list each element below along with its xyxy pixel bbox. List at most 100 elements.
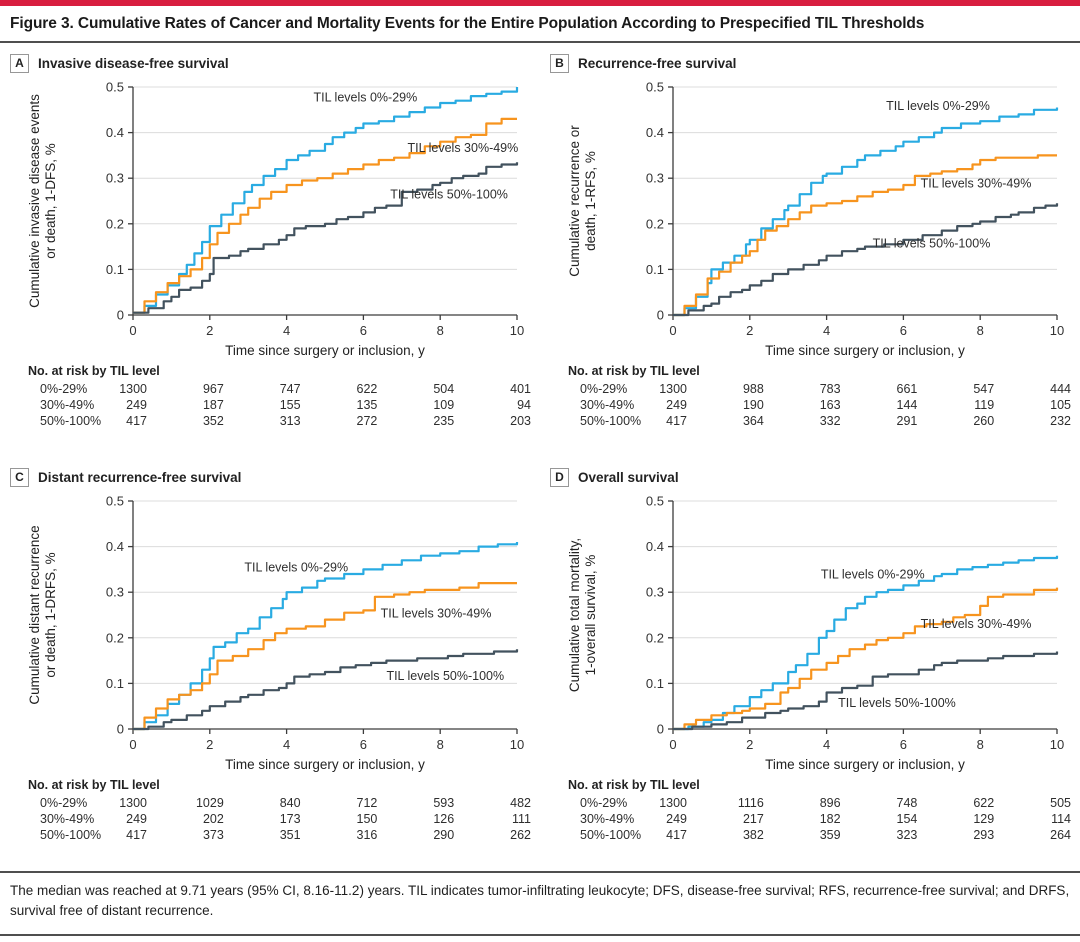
x-tick-label: 6 (900, 737, 907, 752)
panel-c-letter-badge: C (10, 467, 29, 487)
x-tick-label: 10 (510, 737, 524, 752)
y-tick-label: 0.5 (106, 80, 124, 95)
x-tick-label: 6 (360, 737, 367, 752)
at-risk-count: 593 (433, 796, 454, 810)
curve-til_50_100 (673, 651, 1059, 731)
panel-a-plot: 0 0.1 0.2 0.3 0.4 0.5 0 2 4 6 8 10 TIL levels 0%-29%… (27, 80, 531, 429)
panel-a-chart: 0 0.1 0.2 0.3 0.4 0.5 0 2 4 6 8 10 TIL levels 0%-29%… (0, 77, 540, 457)
y-tick-label: 0.4 (106, 539, 124, 554)
y-tick-label: 0.1 (106, 676, 124, 691)
y-axis-title-line2: or death, 1-DRFS, % (43, 552, 58, 677)
panel-c: C Distant recurrence-free survival 0 0.1 0… (0, 457, 540, 871)
at-risk-count: 126 (433, 812, 454, 826)
panel-b-chart: 0 0.1 0.2 0.3 0.4 0.5 0 2 4 6 8 10 TIL levels 0%-29%… (540, 77, 1080, 457)
x-tick-label: 2 (206, 323, 213, 338)
panels-grid: A Invasive disease-free survival 0 0.1 0.2… (0, 43, 1080, 871)
panel-b: B Recurrence-free survival 0 0.1 0.2 0.3 0.4… (540, 43, 1080, 457)
panel-a-letter-badge: A (10, 53, 29, 73)
x-axis-title: Time since surgery or inclusion, y (765, 757, 965, 772)
series-inline-label: TIL levels 0%-29% (821, 568, 925, 582)
series-inline-label: TIL levels 0%-29% (313, 91, 417, 105)
at-risk-count: 661 (897, 382, 918, 396)
at-risk-count: 1300 (659, 382, 687, 396)
at-risk-count: 217 (743, 812, 764, 826)
y-axis-title-line2: 1-overall survival, % (583, 555, 598, 676)
y-tick-label: 0.4 (106, 125, 124, 140)
at-risk-header: No. at risk by TIL level (28, 778, 160, 792)
y-axis-title: Cumulative distant recurrence or death, 1… (27, 525, 58, 704)
y-tick-label: 0 (657, 308, 664, 323)
at-risk-count: 622 (973, 796, 994, 810)
at-risk-count: 190 (743, 398, 764, 412)
at-risk-count: 373 (203, 828, 224, 842)
at-risk-count: 293 (973, 828, 994, 842)
at-risk-header: No. at risk by TIL level (568, 778, 700, 792)
at-risk-count: 260 (973, 414, 994, 428)
at-risk-count: 840 (280, 796, 301, 810)
at-risk-count: 129 (973, 812, 994, 826)
y-axis-title-line1: Cumulative invasive disease events (27, 94, 42, 308)
x-tick-label: 4 (283, 737, 290, 752)
at-risk-count: 114 (1051, 812, 1071, 826)
y-tick-label: 0.1 (646, 262, 664, 277)
at-risk-count: 1300 (119, 796, 147, 810)
at-risk-count: 163 (820, 398, 841, 412)
at-risk-count: 264 (1050, 828, 1071, 842)
y-tick-label: 0.2 (646, 630, 664, 645)
at-risk-count: 323 (897, 828, 918, 842)
series-inline-label: TIL levels 50%-100% (390, 188, 508, 202)
at-risk-count: 482 (510, 796, 531, 810)
at-risk-count: 967 (203, 382, 224, 396)
series-inline-label: TIL levels 30%-49% (381, 606, 492, 620)
panel-b-plot: 0 0.1 0.2 0.3 0.4 0.5 0 2 4 6 8 10 TIL levels 0%-29%… (567, 80, 1071, 429)
curve-til_0_29 (673, 555, 1059, 731)
panel-d-letter-badge: D (550, 467, 569, 487)
y-tick-label: 0 (117, 308, 124, 323)
x-tick-label: 8 (977, 737, 984, 752)
y-tick-label: 0.2 (106, 216, 124, 231)
panel-d-plot: 0 0.1 0.2 0.3 0.4 0.5 0 2 4 6 8 10 TIL levels 0%-29%… (567, 494, 1071, 843)
panel-c-title: Distant recurrence-free survival (38, 469, 242, 485)
at-risk-count: 748 (897, 796, 918, 810)
at-risk-count: 332 (820, 414, 841, 428)
at-risk-row-label: 50%-100% (40, 828, 101, 842)
at-risk-row-label: 0%-29% (580, 382, 627, 396)
y-tick-label: 0.1 (646, 676, 664, 691)
at-risk-count: 988 (743, 382, 764, 396)
at-risk-count: 173 (280, 812, 301, 826)
at-risk-header: No. at risk by TIL level (28, 364, 160, 378)
at-risk-count: 382 (743, 828, 764, 842)
panel-b-letter-badge: B (550, 53, 569, 73)
x-tick-label: 4 (283, 323, 290, 338)
x-tick-label: 10 (1050, 323, 1064, 338)
at-risk-count: 111 (512, 812, 531, 826)
x-tick-label: 8 (437, 323, 444, 338)
at-risk-count: 249 (126, 812, 147, 826)
at-risk-count: 1116 (738, 796, 764, 810)
panel-a-title: Invasive disease-free survival (38, 55, 229, 71)
panel-a-header: A Invasive disease-free survival (0, 51, 540, 75)
series-inline-label: TIL levels 50%-100% (386, 669, 504, 683)
at-risk-row-label: 0%-29% (40, 796, 87, 810)
at-risk-count: 105 (1050, 398, 1071, 412)
at-risk-count: 249 (126, 398, 147, 412)
panel-d-chart: 0 0.1 0.2 0.3 0.4 0.5 0 2 4 6 8 10 TIL levels 0%-29%… (540, 491, 1080, 871)
y-axis-title-line1: Cumulative recurrence or (567, 125, 582, 277)
at-risk-row-label: 0%-29% (580, 796, 627, 810)
x-tick-label: 4 (823, 737, 830, 752)
panel-b-title: Recurrence-free survival (578, 55, 737, 71)
top-accent-bar (0, 0, 1080, 6)
y-axis-title-line1: Cumulative distant recurrence (27, 525, 42, 704)
y-tick-label: 0.1 (106, 262, 124, 277)
y-tick-label: 0.2 (106, 630, 124, 645)
y-axis-title: Cumulative recurrence or death, 1-RFS, % (567, 125, 598, 277)
at-risk-count: 144 (897, 398, 918, 412)
at-risk-count: 352 (203, 414, 224, 428)
x-tick-label: 8 (977, 323, 984, 338)
panel-a: A Invasive disease-free survival 0 0.1 0.2… (0, 43, 540, 457)
series-inline-label: TIL levels 30%-49% (921, 176, 1032, 190)
at-risk-row-label: 30%-49% (40, 812, 94, 826)
at-risk-count: 505 (1050, 796, 1071, 810)
at-risk-count: 401 (510, 382, 531, 396)
at-risk-count: 313 (280, 414, 301, 428)
